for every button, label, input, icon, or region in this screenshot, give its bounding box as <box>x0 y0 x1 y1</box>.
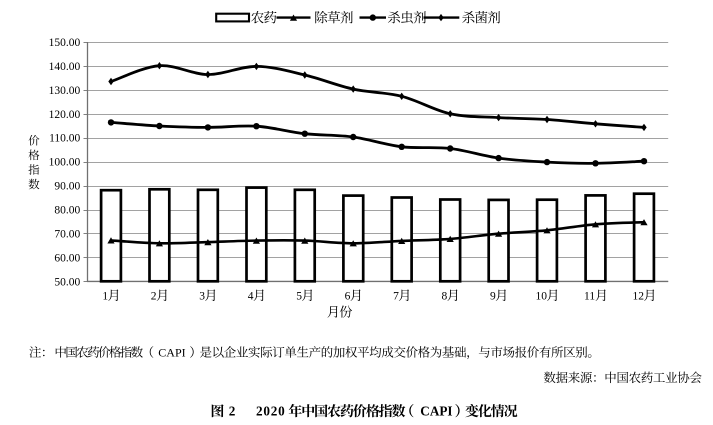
svg-text:3: 3 <box>199 291 205 303</box>
svg-text:100.00: 100.00 <box>49 157 81 169</box>
svg-text:120.00: 120.00 <box>49 109 81 121</box>
svg-text:80.00: 80.00 <box>54 205 80 217</box>
svg-text:7: 7 <box>393 291 399 303</box>
svg-text:140.00: 140.00 <box>49 61 81 73</box>
svg-text:60.00: 60.00 <box>54 252 80 264</box>
svg-text:4: 4 <box>248 291 254 303</box>
svg-text:9: 9 <box>490 291 496 303</box>
svg-text:70.00: 70.00 <box>54 228 80 240</box>
svg-text:150.00: 150.00 <box>49 37 81 49</box>
svg-text:5: 5 <box>296 291 302 303</box>
svg-text:CAPI: CAPI <box>420 404 452 419</box>
svg-text:10: 10 <box>536 291 548 303</box>
svg-text:1: 1 <box>102 291 108 303</box>
svg-text:2: 2 <box>229 404 236 419</box>
svg-text:2020: 2020 <box>256 404 286 419</box>
svg-text:110.00: 110.00 <box>49 133 80 145</box>
svg-text:50.00: 50.00 <box>54 276 80 288</box>
svg-text:130.00: 130.00 <box>49 85 81 97</box>
svg-text:2: 2 <box>151 291 157 303</box>
svg-text:11: 11 <box>584 291 595 303</box>
svg-text:6: 6 <box>345 291 351 303</box>
svg-text:CAPI: CAPI <box>158 346 185 360</box>
svg-text:90.00: 90.00 <box>54 181 80 193</box>
svg-text:8: 8 <box>442 291 448 303</box>
svg-text:12: 12 <box>633 291 645 303</box>
